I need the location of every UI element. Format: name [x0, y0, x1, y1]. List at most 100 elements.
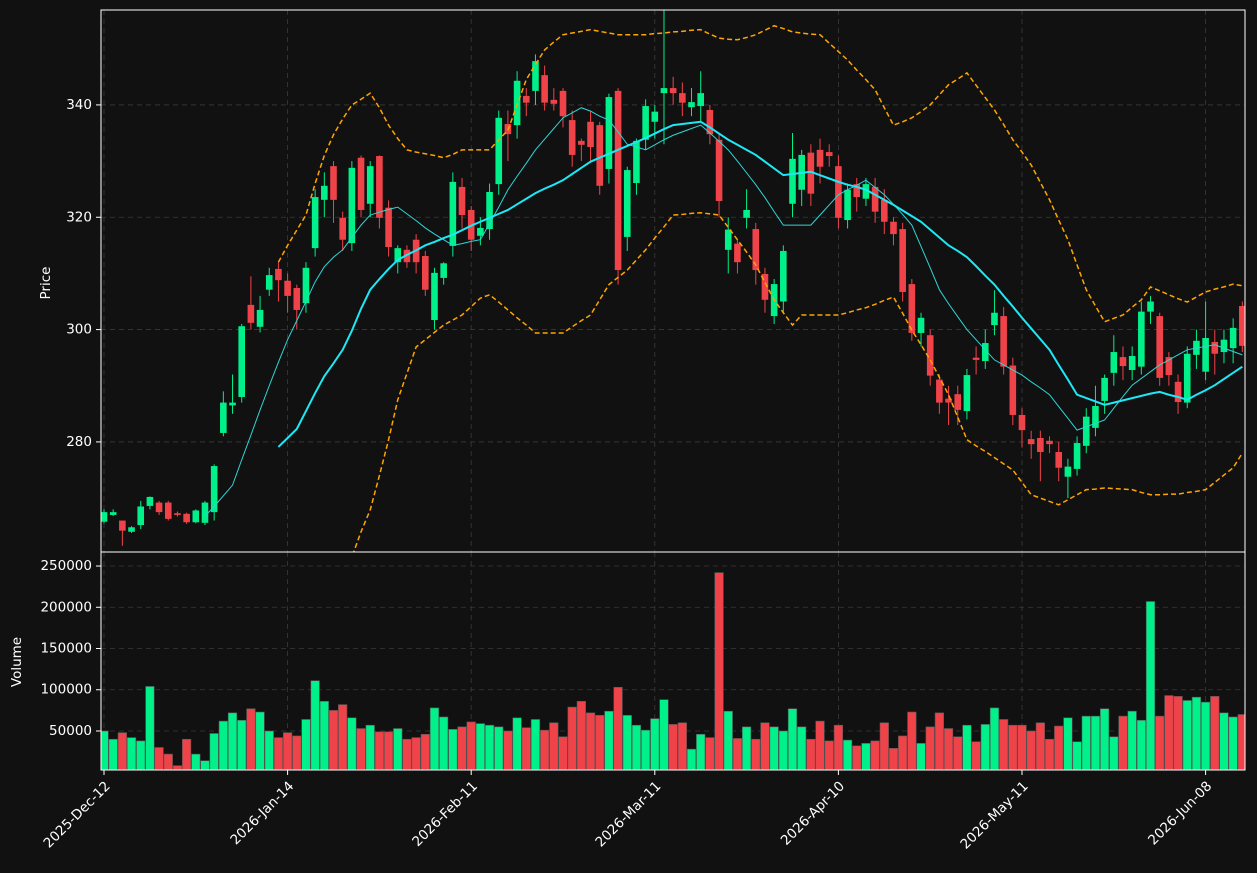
- candle-body: [1183, 353, 1191, 403]
- candle-body: [936, 379, 943, 403]
- candle-body: [128, 527, 135, 532]
- volume-bar: [631, 724, 642, 770]
- candle-body: [963, 375, 971, 412]
- candle-body: [605, 97, 613, 169]
- candle-body: [522, 95, 530, 103]
- volume-bar: [439, 716, 449, 770]
- volume-bar: [310, 680, 320, 770]
- candle-body: [835, 166, 842, 218]
- overlay-line: [204, 107, 1243, 517]
- volume-bar: [907, 711, 917, 770]
- candle-body: [881, 199, 888, 222]
- overlay-line: [277, 120, 1243, 448]
- candle-body: [265, 275, 273, 290]
- volume-bar: [530, 719, 541, 770]
- volume-bar: [503, 730, 513, 770]
- price-panel: [101, 10, 1245, 552]
- volume-bar: [1201, 701, 1211, 770]
- candle-body: [651, 111, 659, 122]
- candle-body: [495, 117, 503, 185]
- volume-bar: [732, 738, 743, 770]
- candle-body: [743, 209, 750, 218]
- candle-body: [1174, 381, 1182, 403]
- volume-bar: [1063, 717, 1073, 770]
- candle-body: [871, 186, 879, 212]
- volume-bar: [246, 708, 256, 770]
- candle-body: [1156, 316, 1163, 378]
- volume-bar: [1017, 724, 1027, 770]
- y-axis-label: Price: [38, 267, 54, 300]
- volume-tick-label: 100000: [40, 682, 92, 698]
- candle-body: [210, 466, 218, 513]
- candle-body: [578, 140, 585, 145]
- volume-bar: [402, 738, 412, 770]
- volume-bar: [374, 731, 385, 770]
- candle-body: [991, 312, 998, 326]
- volume-bar: [778, 730, 788, 770]
- candle-body: [1119, 357, 1127, 367]
- volume-bar: [191, 753, 201, 770]
- candle-body: [679, 93, 686, 103]
- volume-bar: [301, 719, 311, 770]
- volume-bar: [842, 739, 853, 770]
- volume-bar: [641, 729, 651, 770]
- candle-body: [1018, 414, 1026, 431]
- volume-bar: [714, 572, 724, 770]
- volume-bar: [1228, 716, 1238, 770]
- candle-body: [532, 61, 539, 91]
- candle-body: [568, 120, 576, 155]
- volume-bar: [136, 740, 146, 770]
- candle-body: [917, 317, 925, 333]
- candle-body: [284, 280, 291, 296]
- volume-bar: [971, 741, 981, 770]
- volume-frame: [100, 551, 1246, 771]
- candle-body: [1101, 377, 1108, 401]
- volume-bar: [420, 733, 430, 770]
- y-tick-label: 280: [66, 434, 92, 450]
- volume-bar: [916, 743, 926, 770]
- candle-body: [192, 510, 200, 523]
- volume-bar: [659, 699, 669, 770]
- candle-body: [440, 263, 447, 278]
- volume-bar: [1136, 719, 1146, 770]
- candle-body: [137, 506, 145, 526]
- volume-bar: [815, 720, 825, 770]
- volume-bar: [338, 704, 348, 770]
- candle-body: [183, 513, 190, 523]
- candle-body: [724, 229, 732, 250]
- volume-bar: [806, 738, 816, 770]
- volume-bar: [319, 700, 329, 770]
- volume-bar: [622, 715, 632, 770]
- volume-bar: [1145, 601, 1156, 770]
- candle-body: [1165, 357, 1173, 376]
- y-tick-label: 320: [66, 209, 92, 225]
- candle-body: [1229, 327, 1237, 349]
- candle-body: [816, 149, 824, 167]
- volume-bar: [705, 737, 715, 770]
- volume-bar: [237, 719, 247, 770]
- candle-body: [357, 157, 365, 210]
- volume-bar: [797, 726, 807, 770]
- candle-body: [422, 256, 429, 290]
- volume-bar: [1026, 730, 1036, 770]
- candle-body: [458, 186, 466, 216]
- volume-bar: [686, 748, 697, 770]
- candle-body: [431, 272, 438, 321]
- candle-body: [715, 139, 723, 201]
- candle-body: [1239, 305, 1245, 346]
- candle-body: [908, 284, 916, 333]
- volume-bar: [1237, 714, 1245, 770]
- volume-bar: [126, 737, 137, 770]
- volume-axis-label: Volume: [9, 637, 25, 687]
- candle-body: [890, 221, 897, 235]
- candle-body: [697, 93, 704, 107]
- candle-body: [1147, 301, 1154, 312]
- candle-body: [945, 398, 952, 403]
- volume-bar: [677, 722, 687, 770]
- overlay-line: [277, 24, 1243, 323]
- volume-bar: [1173, 696, 1183, 770]
- volume-bar: [833, 724, 843, 770]
- candle-body: [1046, 440, 1053, 445]
- candle-body: [348, 167, 356, 244]
- volume-bar: [751, 738, 761, 770]
